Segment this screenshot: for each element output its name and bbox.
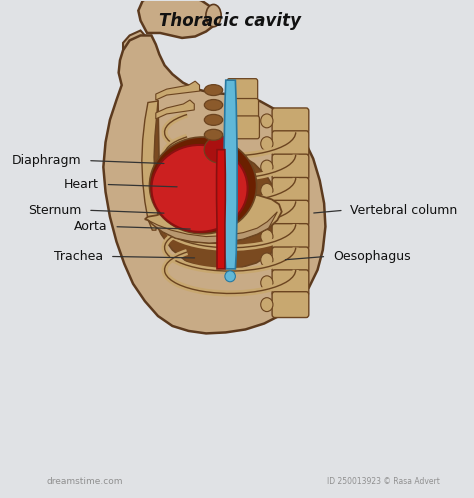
FancyBboxPatch shape (272, 108, 309, 134)
Ellipse shape (206, 4, 221, 27)
Ellipse shape (149, 137, 256, 234)
FancyBboxPatch shape (272, 224, 309, 249)
Ellipse shape (261, 230, 273, 244)
Polygon shape (224, 80, 237, 269)
Ellipse shape (261, 298, 273, 312)
Text: Diaphragm: Diaphragm (12, 154, 82, 167)
Text: Aorta: Aorta (74, 220, 108, 233)
Ellipse shape (204, 100, 223, 111)
Ellipse shape (261, 253, 273, 267)
Text: Vertebral column: Vertebral column (350, 204, 457, 217)
FancyBboxPatch shape (227, 79, 258, 102)
Text: Sternum: Sternum (28, 204, 82, 217)
Polygon shape (156, 81, 200, 100)
FancyBboxPatch shape (272, 247, 309, 273)
Ellipse shape (204, 115, 223, 125)
Ellipse shape (204, 85, 223, 96)
Ellipse shape (204, 129, 223, 140)
Ellipse shape (261, 137, 273, 151)
Polygon shape (217, 150, 225, 269)
Ellipse shape (225, 271, 236, 282)
FancyBboxPatch shape (272, 177, 309, 203)
Text: dreamstime.com: dreamstime.com (46, 478, 123, 487)
Text: Trachea: Trachea (54, 250, 103, 263)
Text: ID 250013923 © Rasa Advert: ID 250013923 © Rasa Advert (327, 478, 440, 487)
Polygon shape (156, 100, 194, 119)
Polygon shape (123, 30, 147, 54)
FancyBboxPatch shape (272, 292, 309, 318)
Polygon shape (145, 100, 285, 270)
Text: Heart: Heart (64, 178, 99, 191)
Ellipse shape (261, 276, 273, 290)
FancyBboxPatch shape (272, 270, 309, 296)
Polygon shape (142, 101, 158, 230)
FancyBboxPatch shape (229, 116, 259, 139)
Ellipse shape (151, 145, 247, 232)
Polygon shape (103, 35, 326, 334)
Ellipse shape (204, 136, 237, 163)
FancyBboxPatch shape (272, 200, 309, 226)
Text: Thoracic cavity: Thoracic cavity (159, 11, 301, 29)
Polygon shape (148, 212, 277, 243)
Polygon shape (138, 0, 216, 38)
Ellipse shape (261, 114, 273, 128)
Text: Oesophagus: Oesophagus (333, 250, 410, 263)
FancyBboxPatch shape (272, 131, 309, 157)
FancyBboxPatch shape (272, 154, 309, 180)
Ellipse shape (261, 160, 273, 174)
FancyBboxPatch shape (228, 99, 258, 122)
Ellipse shape (261, 206, 273, 220)
Ellipse shape (261, 183, 273, 197)
Polygon shape (145, 193, 282, 243)
